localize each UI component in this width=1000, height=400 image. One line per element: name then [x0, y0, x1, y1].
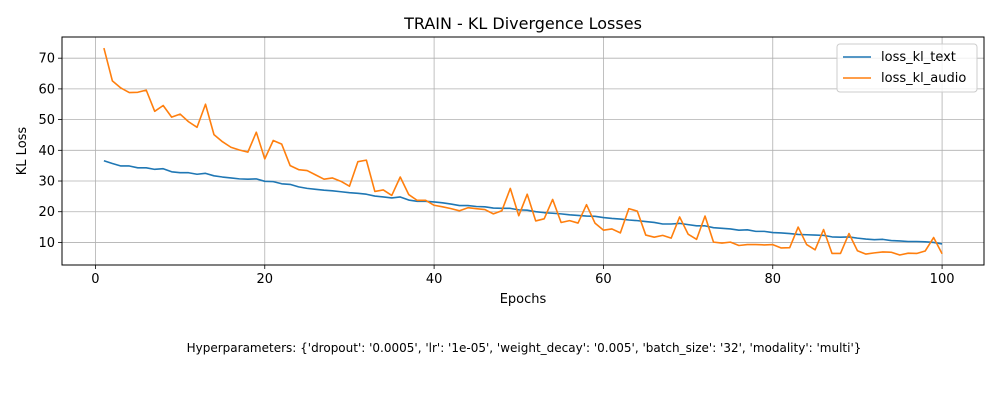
- y-axis-ticks: 10 20 30 40 50 60 70: [38, 52, 62, 251]
- x-axis-ticks: 0 20 40 60 80 100: [91, 265, 955, 287]
- x-tick-label: 100: [930, 272, 955, 287]
- plot-lines: [103, 47, 943, 256]
- series-line-loss-kl-text: [103, 159, 943, 245]
- chart-title: TRAIN - KL Divergence Losses: [403, 14, 642, 33]
- y-tick-label: 60: [38, 82, 55, 97]
- y-tick-label: 70: [38, 52, 55, 67]
- y-axis-label: KL Loss: [15, 127, 30, 176]
- x-tick-label: 40: [426, 272, 443, 287]
- x-axis-label: Epochs: [500, 292, 547, 307]
- hyperparameters-caption: Hyperparameters: {'dropout': '0.0005', '…: [186, 341, 862, 355]
- legend-box: [836, 43, 978, 93]
- y-tick-label: 20: [38, 205, 55, 220]
- legend-label-loss-kl-audio: loss_kl_audio: [881, 71, 966, 86]
- x-tick-label: 80: [764, 272, 781, 287]
- x-tick-label: 60: [595, 272, 612, 287]
- x-tick-label: 0: [91, 272, 99, 287]
- y-tick-label: 10: [38, 236, 55, 251]
- legend: loss_kl_text loss_kl_audio: [836, 43, 978, 93]
- series-line-loss-kl-audio: [103, 47, 943, 256]
- y-tick-label: 30: [38, 175, 55, 190]
- y-tick-label: 40: [38, 144, 55, 159]
- x-tick-label: 20: [256, 272, 273, 287]
- legend-label-loss-kl-text: loss_kl_text: [881, 50, 956, 65]
- plot-frame: [61, 36, 985, 266]
- y-tick-label: 50: [38, 113, 55, 128]
